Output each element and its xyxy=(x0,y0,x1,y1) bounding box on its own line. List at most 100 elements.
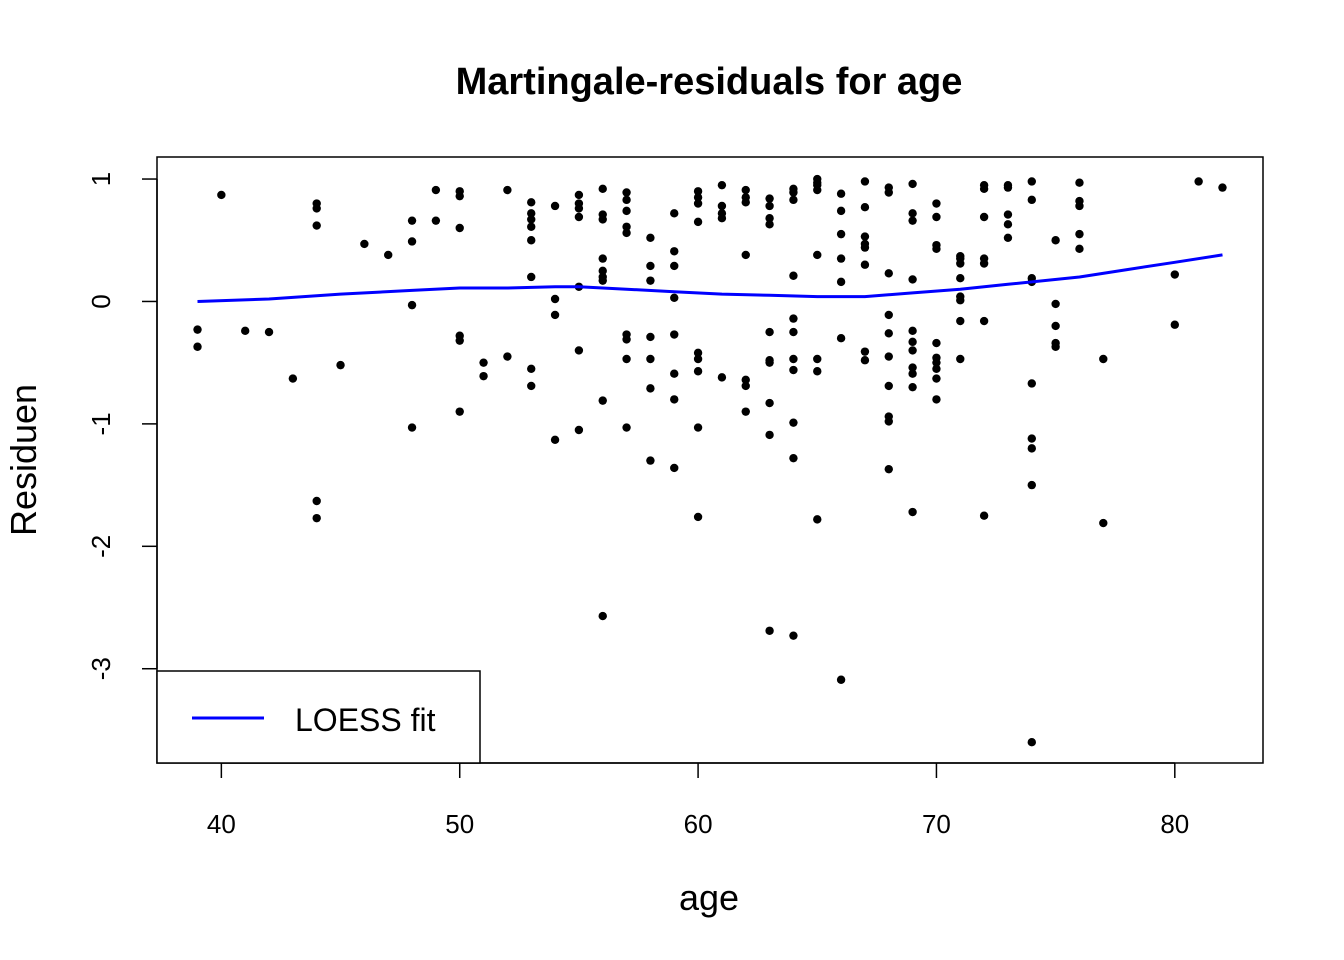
data-point xyxy=(622,423,631,432)
data-point xyxy=(646,332,655,342)
data-point xyxy=(932,338,941,348)
data-point xyxy=(670,247,679,256)
data-point xyxy=(455,223,464,233)
data-point xyxy=(360,239,369,249)
legend: LOESS fit xyxy=(156,670,481,764)
data-point xyxy=(884,269,893,278)
data-point xyxy=(860,356,870,365)
data-point xyxy=(956,316,965,326)
data-point xyxy=(860,243,870,252)
data-point xyxy=(550,294,560,304)
data-point xyxy=(1051,299,1060,309)
data-point xyxy=(836,333,846,343)
legend-label: LOESS fit xyxy=(295,702,436,738)
data-point xyxy=(693,348,703,358)
data-point xyxy=(789,453,798,463)
data-point xyxy=(741,407,750,416)
data-point xyxy=(622,354,631,364)
data-point xyxy=(407,237,417,246)
data-point xyxy=(908,346,917,355)
data-point xyxy=(1027,379,1036,388)
data-point xyxy=(503,185,512,195)
y-axis: -3 -2 -1 0 1 xyxy=(86,172,158,680)
data-point xyxy=(884,381,893,391)
data-point xyxy=(693,512,703,522)
data-point xyxy=(193,325,202,334)
data-point xyxy=(741,381,750,391)
data-point xyxy=(264,327,274,337)
data-point xyxy=(979,259,989,268)
data-point xyxy=(598,215,607,224)
data-point xyxy=(574,204,584,213)
data-point xyxy=(1003,220,1013,229)
data-point xyxy=(932,395,941,404)
data-point xyxy=(1075,201,1084,211)
data-point xyxy=(527,236,536,245)
data-point xyxy=(622,335,631,344)
data-point xyxy=(193,342,202,351)
data-point xyxy=(813,515,822,524)
data-point xyxy=(1051,321,1060,331)
data-point xyxy=(884,188,893,197)
data-point xyxy=(622,206,631,216)
data-point xyxy=(789,631,798,640)
data-point xyxy=(765,358,774,367)
data-point xyxy=(836,277,846,287)
y-tick-label: 1 xyxy=(86,172,116,186)
data-points xyxy=(193,174,1227,747)
data-point xyxy=(622,188,631,197)
data-point xyxy=(765,194,774,203)
data-point xyxy=(813,367,822,376)
data-point xyxy=(622,228,631,238)
data-point xyxy=(789,365,798,375)
data-point xyxy=(789,271,798,280)
data-point xyxy=(646,384,655,393)
data-point xyxy=(1170,320,1180,329)
data-point xyxy=(908,382,917,392)
data-point xyxy=(979,212,989,222)
data-point xyxy=(693,354,703,364)
data-point xyxy=(765,327,774,337)
data-point xyxy=(813,250,822,260)
data-point xyxy=(789,314,798,323)
data-point xyxy=(1099,354,1108,364)
data-point xyxy=(574,346,584,355)
x-axis-label: age xyxy=(679,877,739,918)
data-point xyxy=(670,261,679,271)
data-point xyxy=(789,354,798,364)
data-point xyxy=(908,337,917,347)
data-point xyxy=(932,244,941,254)
data-point xyxy=(1051,236,1060,245)
data-point xyxy=(574,425,584,435)
data-point xyxy=(598,184,607,194)
data-point xyxy=(1027,480,1036,490)
data-point xyxy=(884,417,893,426)
data-point xyxy=(646,261,655,271)
data-point xyxy=(765,398,774,408)
data-point xyxy=(979,184,989,194)
data-point xyxy=(789,188,798,197)
data-point xyxy=(979,316,989,326)
data-point xyxy=(598,276,607,285)
data-point xyxy=(932,199,941,208)
data-point xyxy=(288,374,298,383)
data-point xyxy=(670,293,679,302)
data-point xyxy=(479,358,488,367)
data-point xyxy=(884,464,893,474)
data-point xyxy=(1003,210,1013,219)
data-point xyxy=(956,296,965,305)
data-point xyxy=(789,195,798,205)
data-point xyxy=(789,418,798,427)
data-point xyxy=(670,330,679,339)
data-point xyxy=(1027,444,1036,453)
data-point xyxy=(765,626,774,635)
data-point xyxy=(813,185,822,195)
data-point xyxy=(431,216,441,225)
data-point xyxy=(407,423,417,432)
data-point xyxy=(312,221,321,230)
data-point xyxy=(741,250,750,260)
x-tick-label: 80 xyxy=(1160,809,1189,839)
data-point xyxy=(884,310,893,320)
data-point xyxy=(312,204,321,213)
